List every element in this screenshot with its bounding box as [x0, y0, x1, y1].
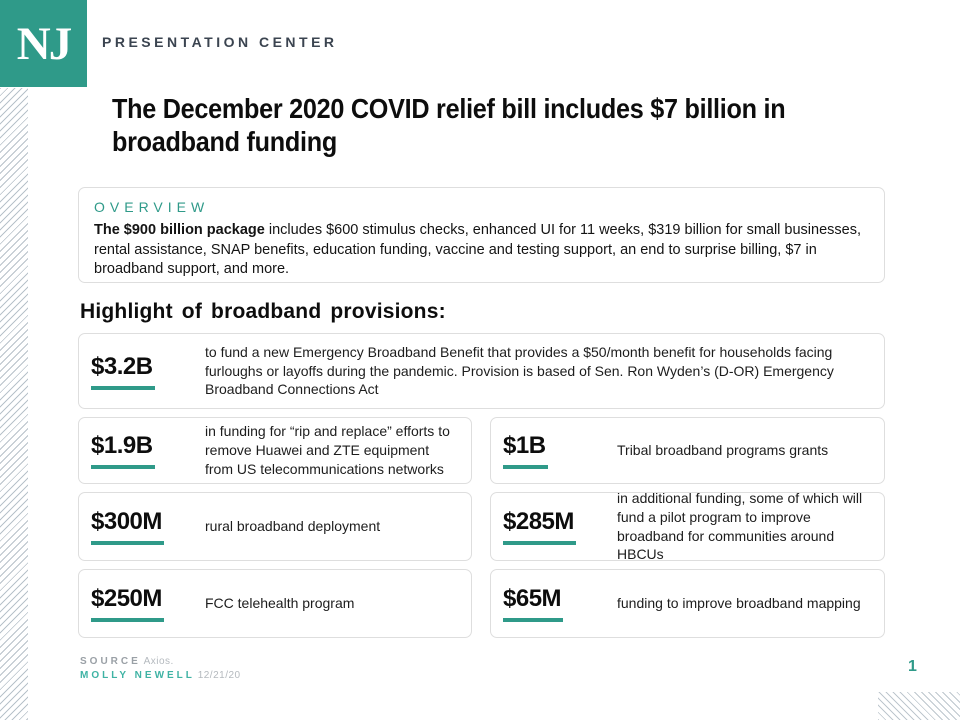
provision-description: to fund a new Emergency Broadband Benefi…	[205, 343, 834, 398]
overview-text: The $900 billion package includes $600 s…	[94, 221, 869, 280]
brand-title: PRESENTATION CENTER	[102, 34, 338, 50]
left-hatch-decoration	[0, 88, 28, 720]
amount-column: $250M	[91, 585, 187, 622]
nj-logo-text: NJ	[16, 17, 72, 70]
provision-card-1-9b: $1.9B in funding for “rip and replace” e…	[78, 417, 472, 484]
amount-column: $65M	[503, 585, 599, 622]
section-heading: Highlight of broadband provisions:	[80, 300, 446, 323]
slide-title: The December 2020 COVID relief bill incl…	[112, 93, 786, 158]
overview-label: OVERVIEW	[94, 199, 210, 215]
provision-amount: $285M	[503, 508, 576, 545]
amount-column: $1.9B	[91, 432, 187, 469]
amount-column: $300M	[91, 508, 187, 545]
provision-description: in additional funding, some of which wil…	[617, 489, 863, 563]
page-number: 1	[908, 658, 917, 675]
provision-description: funding to improve broadband mapping	[617, 595, 861, 612]
footer-author: MOLLY NEWELL 12/21/20	[80, 670, 241, 681]
provision-amount: $300M	[91, 508, 164, 545]
source-label: SOURCE	[80, 656, 141, 667]
overview-box: OVERVIEW The $900 billion package includ…	[78, 187, 885, 283]
amount-column: $285M	[503, 508, 599, 545]
provision-card-285m: $285M in additional funding, some of whi…	[490, 490, 885, 562]
provision-amount: $1B	[503, 432, 548, 469]
provision-amount: $65M	[503, 585, 564, 622]
source-value: Axios.	[143, 656, 174, 667]
provision-description: FCC telehealth program	[205, 595, 355, 612]
provision-card-65m: $65M funding to improve broadband mappin…	[490, 569, 885, 638]
overview-body: includes $600 stimulus checks, enhanced …	[94, 222, 862, 278]
provision-description: in funding for “rip and replace” efforts…	[205, 423, 450, 477]
provision-description: Tribal broadband programs grants	[617, 442, 829, 459]
corner-hatch-decoration	[878, 692, 960, 720]
provision-description: rural broadband deployment	[205, 518, 381, 535]
provision-card-250m: $250M FCC telehealth program	[78, 569, 472, 638]
overview-lead: The $900 billion package	[94, 222, 265, 238]
amount-column: $1B	[503, 432, 599, 469]
nj-logo: NJ	[0, 0, 87, 87]
amount-column: $3.2B	[91, 353, 187, 390]
provision-card-1b: $1B Tribal broadband programs grants	[490, 417, 885, 484]
footer-date: 12/21/20	[197, 670, 241, 681]
footer-source: SOURCE Axios.	[80, 656, 174, 667]
provision-card-3-2b: $3.2B to fund a new Emergency Broadband …	[78, 333, 885, 409]
provision-cards: $3.2B to fund a new Emergency Broadband …	[78, 333, 885, 638]
author-name: MOLLY NEWELL	[80, 670, 195, 681]
provision-card-300m: $300M rural broadband deployment	[78, 492, 472, 561]
provision-amount: $1.9B	[91, 432, 155, 469]
provision-amount: $3.2B	[91, 353, 155, 390]
provision-amount: $250M	[91, 585, 164, 622]
